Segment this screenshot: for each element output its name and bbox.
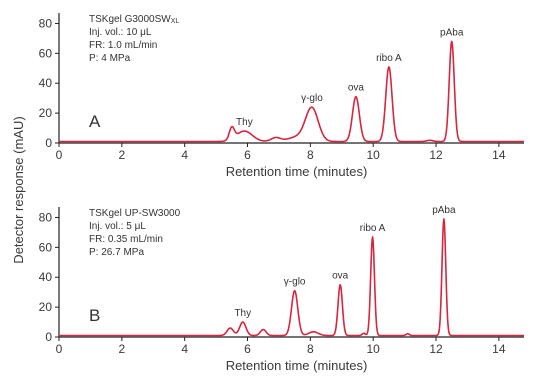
y-tick-label: 80 bbox=[39, 210, 53, 224]
peak-label: pAba bbox=[440, 27, 464, 38]
y-tick-label: 20 bbox=[39, 300, 53, 314]
y-tick-label: 0 bbox=[45, 136, 52, 150]
x-tick-label: 0 bbox=[56, 342, 63, 356]
column-name: TSKgel UP-SW3000 bbox=[89, 208, 181, 219]
method-info-line: P: 26.7 MPa bbox=[89, 247, 144, 258]
x-tick-label: 12 bbox=[429, 148, 443, 162]
peak-label: γ-glo bbox=[301, 93, 323, 104]
method-info-line: FR: 0.35 mL/min bbox=[89, 234, 163, 245]
chart-panel-a: 0 20 40 60 80 0 2 4 6 8 10 12 14 Retention time (minu… bbox=[39, 13, 525, 179]
x-tick-label: 4 bbox=[181, 342, 188, 356]
x-tick-label: 14 bbox=[492, 148, 506, 162]
x-tick-label: 10 bbox=[367, 342, 381, 356]
peak-label: ova bbox=[348, 83, 365, 94]
panel-label: A bbox=[89, 112, 101, 131]
y-tick-label: 0 bbox=[45, 330, 52, 344]
chromatogram-trace bbox=[58, 218, 525, 337]
peak-label: Thy bbox=[234, 308, 251, 319]
peak-label: pAba bbox=[432, 205, 456, 216]
peak-label: ribo A bbox=[376, 53, 402, 64]
y-tick-label: 60 bbox=[39, 46, 53, 60]
y-tick-label: 60 bbox=[39, 240, 53, 254]
method-info-line: Inj. vol.: 5 μL bbox=[89, 221, 146, 232]
x-tick-label: 0 bbox=[56, 148, 63, 162]
peak-label: ribo A bbox=[360, 223, 386, 234]
y-tick-label: 40 bbox=[39, 76, 53, 90]
x-tick-label: 6 bbox=[244, 148, 251, 162]
x-tick-label: 6 bbox=[244, 342, 251, 356]
chart-panel-b: 0 20 40 60 80 0 2 4 6 8 10 12 14 Retention time (minu… bbox=[39, 205, 525, 373]
x-tick-label: 12 bbox=[429, 342, 443, 356]
peak-label: ova bbox=[332, 271, 349, 282]
x-tick-label: 10 bbox=[367, 148, 381, 162]
panel-label: B bbox=[89, 306, 100, 325]
x-tick-label: 2 bbox=[118, 148, 125, 162]
y-tick-label: 40 bbox=[39, 270, 53, 284]
y-tick-label: 20 bbox=[39, 106, 53, 120]
column-name: TSKgel G3000SWXL bbox=[89, 14, 179, 25]
x-tick-label: 4 bbox=[181, 148, 188, 162]
x-tick-label: 8 bbox=[307, 148, 314, 162]
chromatogram-trace bbox=[58, 40, 525, 143]
peak-label: γ-glo bbox=[284, 277, 306, 288]
peak-label: Thy bbox=[236, 117, 253, 128]
x-tick-label: 14 bbox=[492, 342, 506, 356]
column-name-subscript: XL bbox=[171, 18, 180, 25]
x-axis-title: Retention time (minutes) bbox=[226, 358, 368, 373]
x-axis-title: Retention time (minutes) bbox=[226, 164, 368, 179]
x-tick-label: 2 bbox=[118, 342, 125, 356]
method-info-line: Inj. vol.: 10 μL bbox=[89, 27, 152, 38]
method-info-line: FR: 1.0 mL/min bbox=[89, 40, 157, 51]
y-axis-label: Detector response (mAU) bbox=[11, 116, 26, 263]
y-tick-label: 80 bbox=[39, 16, 53, 30]
method-info-line: P: 4 MPa bbox=[89, 53, 131, 64]
x-tick-label: 8 bbox=[307, 342, 314, 356]
